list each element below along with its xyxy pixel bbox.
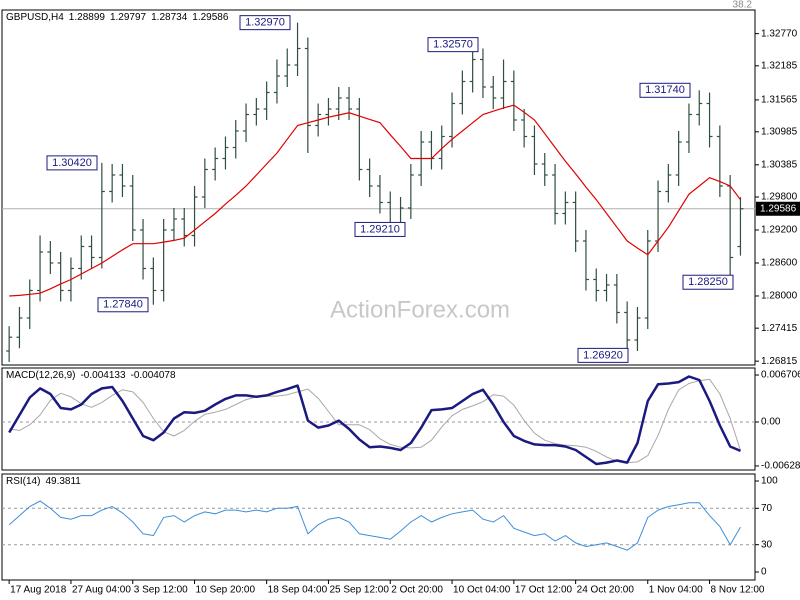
y-tick-label: 70 [761, 503, 773, 514]
x-tick-label: 27 Aug 04:00 [72, 585, 131, 596]
current-price-label: 1.29586 [760, 203, 797, 214]
x-tick-label: 8 Nov 12:00 [711, 585, 765, 596]
fibo-label: 38.2 [733, 0, 753, 11]
header-value: -0.004078 [131, 370, 176, 381]
price-annotation-box [577, 347, 629, 363]
header-value: 1.28734 [151, 12, 188, 23]
y-tick-label: 1.29200 [761, 225, 798, 236]
y-tick-label: -0.00628 [761, 461, 800, 472]
price-annotation-box [354, 221, 406, 237]
x-tick-label: 1 Nov 04:00 [649, 585, 703, 596]
x-tick-label: 24 Oct 20:00 [577, 585, 635, 596]
rsi-panel [1, 473, 756, 581]
price-annotation: 1.28250 [688, 276, 728, 288]
price-annotation-box [427, 37, 479, 53]
title-text: GBPUSD,H4 [6, 12, 64, 23]
watermark: ActionForex.com [330, 296, 510, 323]
price-annotation: 1.26920 [583, 349, 623, 361]
y-tick-label: 1.28000 [761, 291, 798, 302]
x-tick-label: 10 Sep 20:00 [196, 585, 256, 596]
title-text: RSI(14) [6, 476, 40, 487]
y-tick-label: 1.26815 [761, 356, 798, 367]
x-tick-label: 10 Oct 04:00 [453, 585, 511, 596]
header-value: 1.29586 [192, 12, 229, 23]
panel-title: MACD(12,26,9) -0.004133 -0.004078 [6, 370, 176, 381]
macd-line [8, 375, 741, 466]
header-value: 49.3811 [45, 476, 81, 487]
price-annotation-box [97, 297, 149, 313]
macd-panel [1, 367, 756, 471]
x-tick-label: 18 Sep 04:00 [268, 585, 328, 596]
title-text: MACD(12,26,9) [6, 370, 75, 381]
price-annotation: 1.32970 [245, 17, 285, 29]
price-annotation: 1.27840 [103, 299, 143, 311]
price-annotation: 1.32570 [433, 39, 473, 51]
header-value: 1.28899 [69, 12, 106, 23]
y-tick-label: 0 [761, 567, 767, 578]
panel-title: RSI(14) 49.3811 [6, 476, 81, 487]
x-tick-label: 2 Oct 20:00 [391, 585, 443, 596]
y-tick-label: 1.32770 [761, 28, 798, 39]
y-tick-label: 30 [761, 539, 773, 550]
price-annotation-box [682, 274, 734, 290]
y-tick-label: 1.32185 [761, 60, 798, 71]
y-tick-label: 1.31565 [761, 95, 798, 106]
x-tick-label: 17 Oct 12:00 [515, 585, 573, 596]
y-tick-label: 1.28600 [761, 258, 798, 269]
y-tick-label: 1.27415 [761, 323, 798, 334]
x-tick-label: 3 Sep 12:00 [134, 585, 188, 596]
x-tick-label: 25 Sep 12:00 [329, 585, 389, 596]
y-tick-label: 0.00 [761, 417, 781, 428]
y-tick-label: 0.006706 [761, 370, 800, 381]
rsi-line [8, 500, 741, 551]
moving-average [9, 104, 741, 297]
price-panel [1, 9, 756, 366]
price-annotation-box [639, 82, 691, 98]
price-annotation: 1.31740 [645, 84, 685, 96]
current-price-box [756, 201, 800, 216]
y-tick-label: 100 [761, 476, 778, 487]
y-tick-label: 1.29800 [761, 192, 798, 203]
header-value: 1.29797 [110, 12, 147, 23]
price-annotation-box [239, 15, 291, 31]
y-tick-label: 1.30985 [761, 126, 798, 137]
price-annotation: 1.29210 [360, 223, 400, 235]
panel-title: GBPUSD,H4 1.28899 1.29797 1.28734 1.29586 [6, 12, 229, 23]
price-annotation-box [46, 155, 98, 171]
header-value: -0.004133 [80, 370, 125, 381]
x-tick-label: 17 Aug 2018 [10, 585, 67, 596]
y-tick-label: 1.30385 [761, 159, 798, 170]
price-annotation: 1.30420 [52, 157, 92, 169]
